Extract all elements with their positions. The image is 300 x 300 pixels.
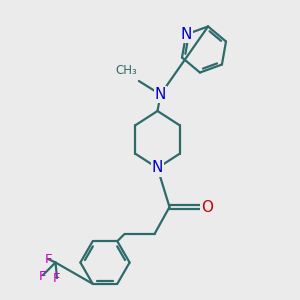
Text: N: N [152,160,163,175]
Text: O: O [201,200,213,214]
Text: N: N [155,87,166,102]
Text: CH₃: CH₃ [116,64,137,77]
Text: F: F [53,272,61,286]
Text: F: F [38,269,46,283]
Text: N: N [180,27,192,42]
Text: F: F [44,253,52,266]
